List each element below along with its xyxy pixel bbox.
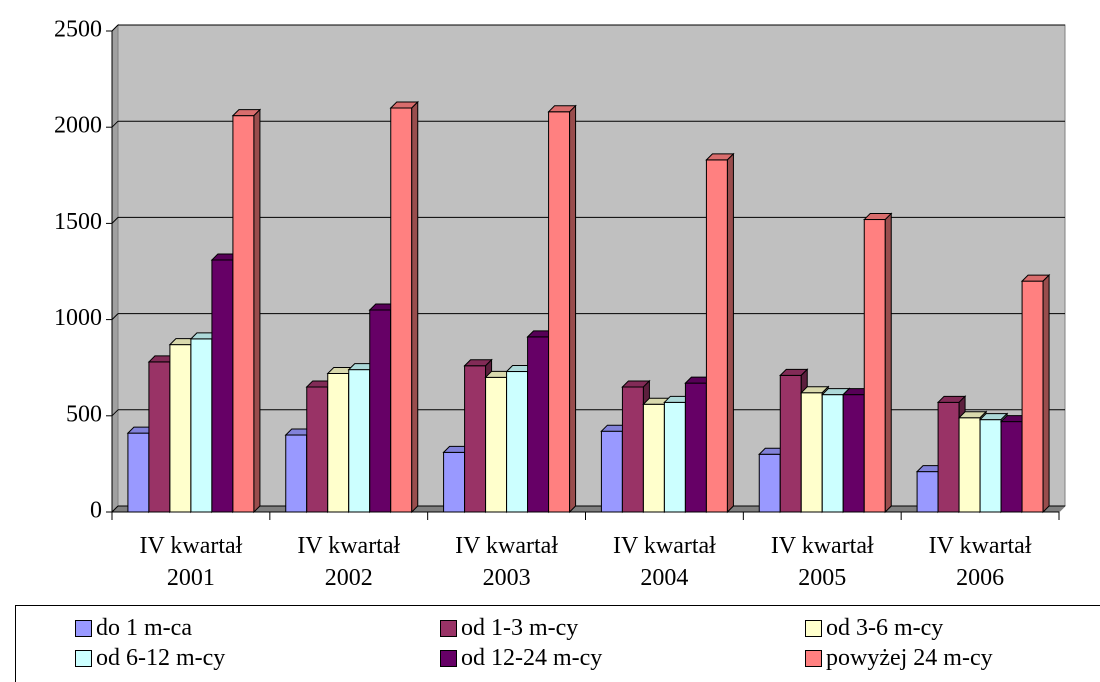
grid-line-side bbox=[111, 217, 119, 224]
grid-line-side bbox=[111, 120, 119, 128]
bar-front bbox=[979, 419, 1002, 513]
legend-entry: powyżej 24 m-cy bbox=[805, 644, 993, 672]
bar bbox=[231, 108, 262, 514]
bar-side bbox=[1042, 273, 1050, 514]
bar-side bbox=[411, 100, 419, 514]
x-tick-label: IV kwartał 2003 bbox=[455, 533, 558, 591]
bar-front bbox=[548, 111, 571, 513]
bar-front bbox=[285, 434, 308, 513]
bar-front bbox=[211, 259, 234, 513]
legend-entry: od 12-24 m-cy bbox=[440, 644, 602, 672]
bar-front bbox=[821, 394, 844, 513]
bar bbox=[547, 104, 577, 514]
legend-swatch bbox=[805, 619, 822, 637]
bar-front bbox=[506, 371, 529, 513]
bar-front bbox=[600, 430, 623, 513]
bar-front bbox=[958, 417, 981, 513]
side-wall bbox=[111, 23, 119, 514]
bar bbox=[800, 385, 830, 514]
bar-front bbox=[663, 401, 686, 513]
x-tick-label: IV kwartał 2002 bbox=[297, 533, 401, 591]
bar-front bbox=[169, 344, 192, 513]
legend-entry: od 1-3 m-cy bbox=[440, 614, 578, 642]
bar-front bbox=[443, 451, 466, 513]
grid-line-side bbox=[111, 505, 119, 513]
legend-swatch bbox=[75, 619, 92, 637]
bar-front bbox=[190, 338, 213, 513]
bar-front bbox=[937, 401, 960, 513]
legend-label: od 3-6 m-cy bbox=[826, 615, 944, 641]
bar-side bbox=[884, 212, 892, 514]
bar-front bbox=[800, 392, 823, 513]
legend-entry: do 1 m-ca bbox=[75, 614, 192, 642]
grid-line-side bbox=[111, 24, 119, 32]
bar-front bbox=[232, 115, 255, 513]
legend-label: od 12-24 m-cy bbox=[461, 645, 603, 671]
x-tick-label: IV kwartał 2004 bbox=[612, 533, 716, 591]
bar-front bbox=[148, 361, 171, 513]
bar-side bbox=[569, 104, 577, 514]
y-tick-label: 2500 bbox=[54, 17, 102, 43]
legend-swatch bbox=[440, 649, 457, 667]
bar-front bbox=[642, 403, 665, 513]
bar-front bbox=[1000, 421, 1023, 513]
bar-front bbox=[348, 369, 371, 513]
bar-front bbox=[842, 394, 865, 513]
bar-front bbox=[705, 159, 728, 513]
legend-label: od 6-12 m-cy bbox=[96, 645, 226, 671]
bar-side bbox=[726, 152, 734, 514]
bar bbox=[705, 152, 735, 514]
grid-line-side bbox=[111, 409, 119, 417]
legend-swatch bbox=[440, 619, 457, 637]
bar bbox=[863, 212, 893, 514]
bar-front bbox=[306, 386, 329, 513]
bar-front bbox=[327, 372, 350, 513]
bar-front bbox=[779, 374, 802, 513]
bar-front bbox=[390, 107, 413, 513]
y-tick-label: 2000 bbox=[54, 113, 102, 139]
x-tick-label: IV kwartał 2006 bbox=[928, 533, 1032, 591]
legend-label: od 1-3 m-cy bbox=[461, 615, 579, 641]
legend-swatch bbox=[75, 649, 92, 667]
bar bbox=[1020, 273, 1051, 514]
bar-front bbox=[369, 309, 392, 513]
bar bbox=[389, 100, 419, 514]
y-tick-label: 0 bbox=[90, 498, 102, 524]
bar-front bbox=[684, 382, 707, 513]
legend-box bbox=[15, 605, 1100, 682]
legend-label: do 1 m-ca bbox=[96, 615, 192, 641]
y-tick-label: 1500 bbox=[54, 209, 102, 235]
bar-front bbox=[527, 336, 550, 513]
bar-front bbox=[127, 432, 150, 513]
x-tick-label: IV kwartał 2001 bbox=[139, 533, 243, 591]
legend-entry: od 3-6 m-cy bbox=[805, 614, 943, 642]
legend-swatch bbox=[805, 649, 822, 667]
bar-side bbox=[253, 108, 261, 514]
back-wall bbox=[117, 24, 1066, 507]
y-tick-label: 1000 bbox=[54, 305, 102, 331]
bar-front bbox=[758, 453, 781, 513]
bar-front bbox=[863, 219, 886, 513]
legend-entry: od 6-12 m-cy bbox=[75, 644, 225, 672]
grid-line-side bbox=[111, 313, 119, 320]
legend-label: powyżej 24 m-cy bbox=[826, 645, 993, 671]
bar-front bbox=[916, 471, 939, 513]
bar-front bbox=[485, 376, 508, 513]
x-tick-label: IV kwartał 2005 bbox=[770, 533, 874, 591]
bar-front bbox=[621, 386, 644, 513]
bar-front bbox=[464, 365, 487, 513]
bar-front bbox=[1021, 280, 1044, 513]
y-tick-label: 500 bbox=[66, 401, 102, 427]
